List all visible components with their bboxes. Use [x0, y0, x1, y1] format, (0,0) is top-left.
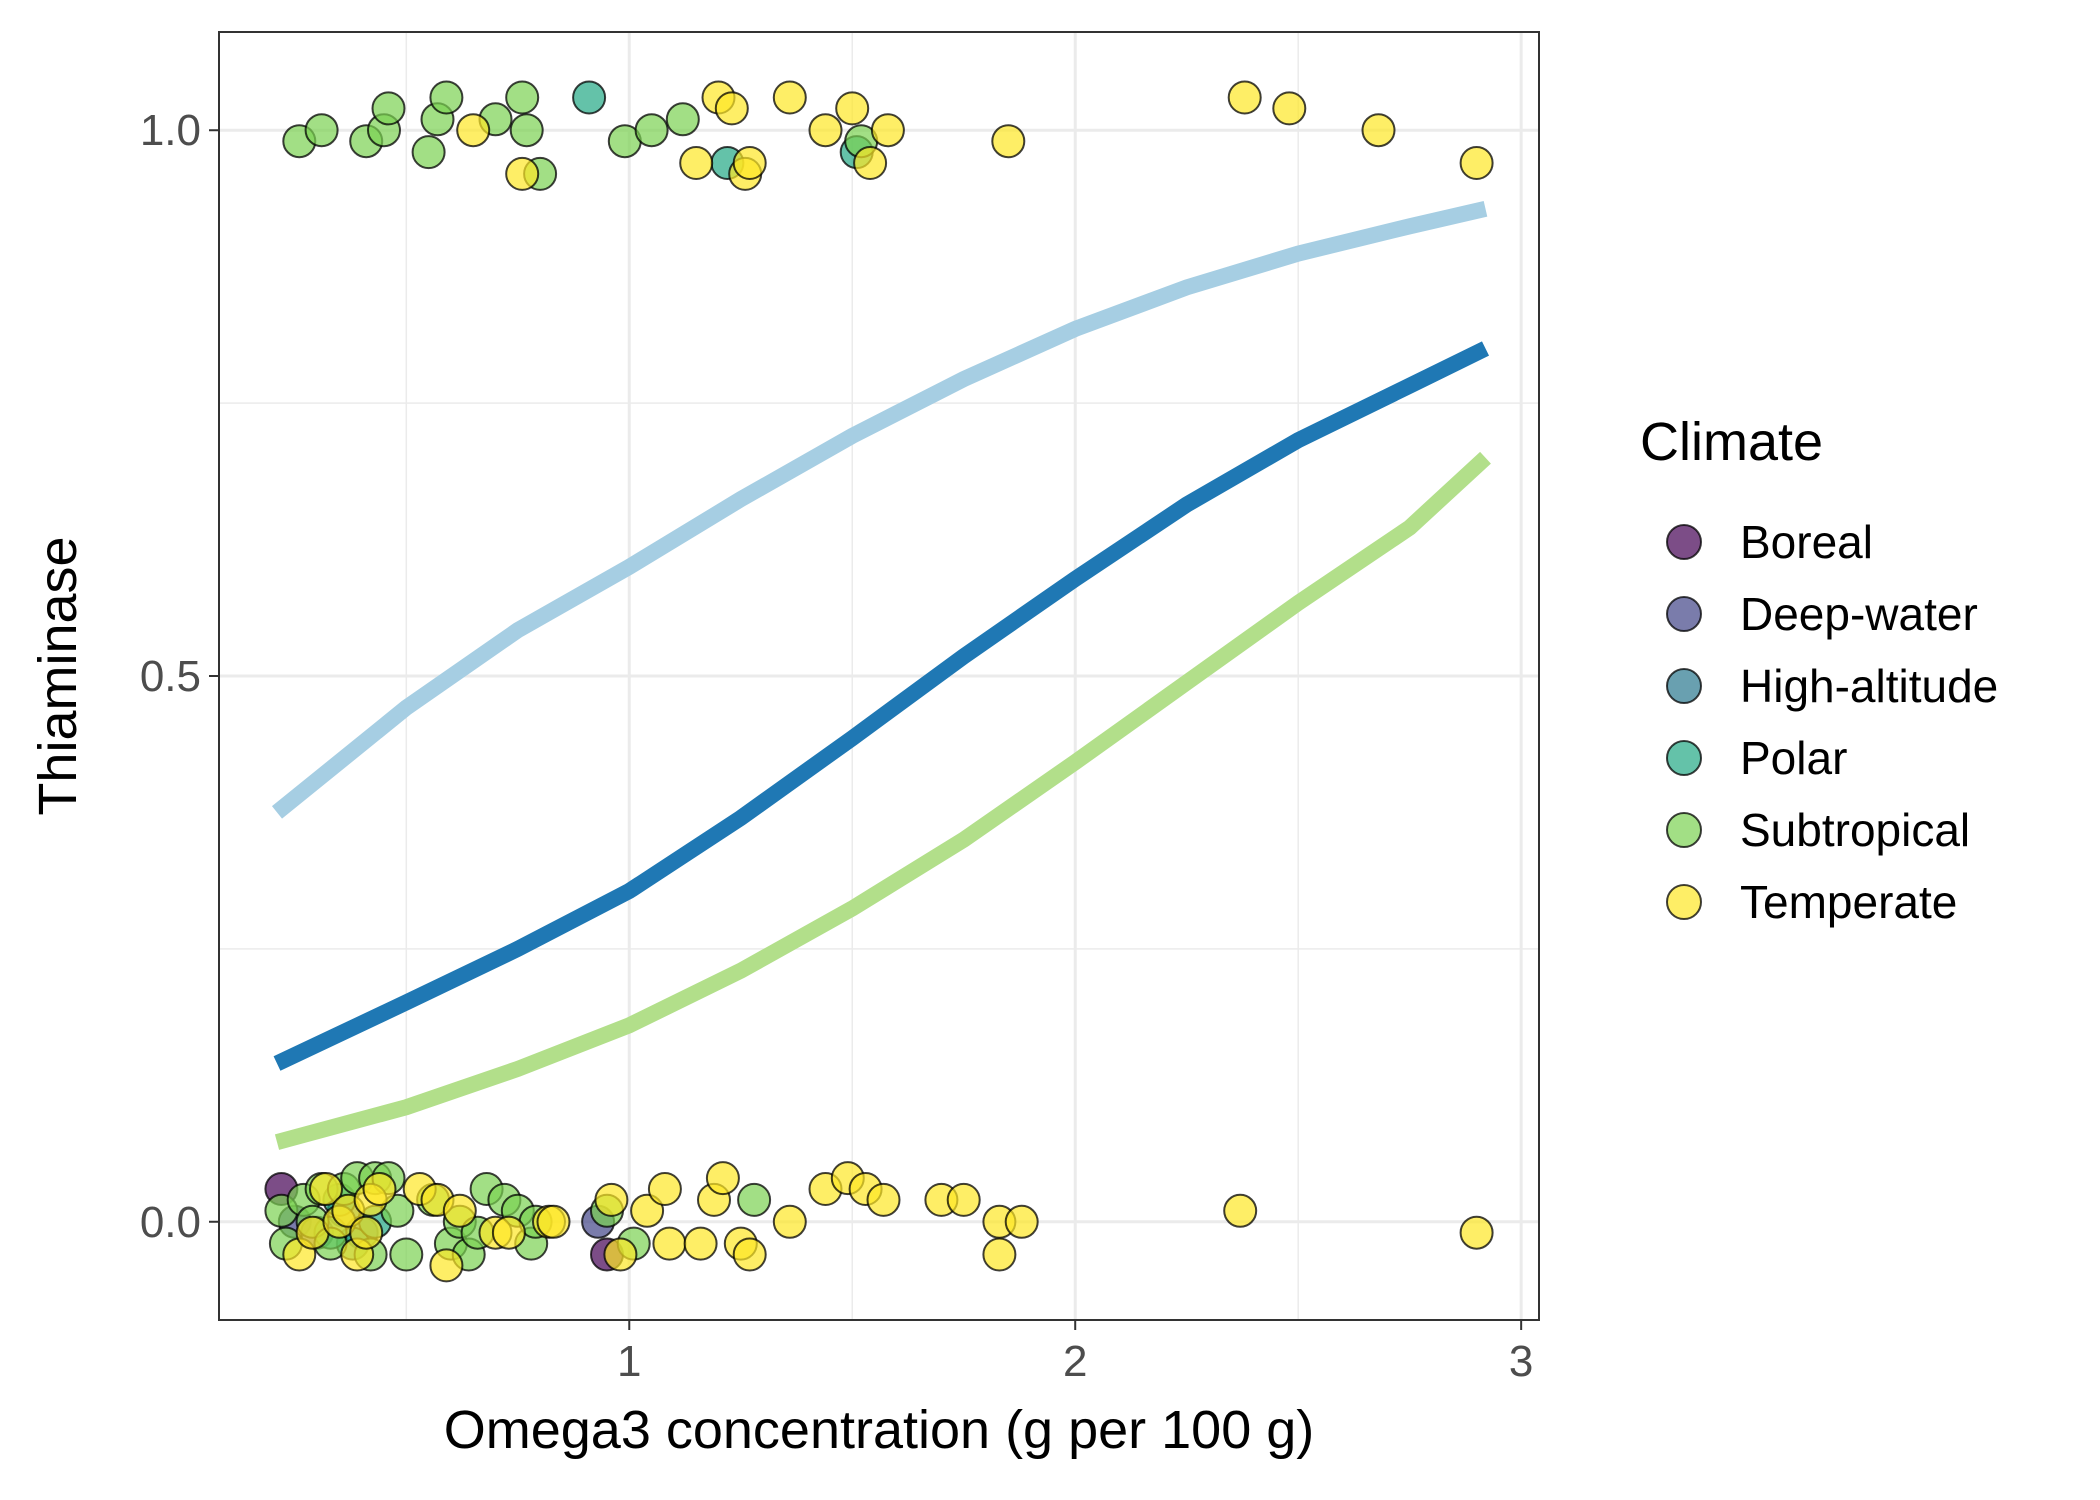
data-point: [603, 1237, 638, 1272]
data-point: [429, 1248, 464, 1283]
data-point: [1272, 91, 1307, 126]
data-point: [737, 1182, 772, 1217]
data-point: [389, 1237, 424, 1272]
data-point: [853, 146, 888, 180]
legend-key: [1666, 812, 1702, 848]
fit-curve: [273, 341, 1490, 1071]
legend-title: Climate: [1640, 412, 1823, 472]
legend-key: [1666, 740, 1702, 776]
data-point: [946, 1182, 981, 1217]
data-point: [411, 135, 446, 170]
x-axis-ticks: 1 2 3: [617, 1320, 1533, 1386]
data-point: [1227, 80, 1262, 115]
fit-curve: [274, 451, 1491, 1150]
legend-key: [1666, 668, 1702, 704]
data-point: [1459, 146, 1494, 180]
data-point: [1459, 1215, 1494, 1250]
legend-key: [1666, 524, 1702, 560]
data-point: [442, 1193, 477, 1228]
legend-label: Temperate: [1740, 876, 1957, 928]
data-point: [634, 113, 669, 148]
y-tick-label: 0.0: [140, 1198, 201, 1247]
data-point: [772, 80, 807, 115]
data-point: [705, 1161, 740, 1196]
legend: Boreal Deep-water High-altitude Polar Subtro…: [1666, 516, 1998, 928]
data-point: [456, 113, 491, 148]
data-point: [866, 1182, 901, 1217]
data-point: [304, 113, 339, 148]
y-axis-title: Thiaminase: [28, 536, 88, 815]
data-point: [536, 1204, 571, 1239]
legend-key: [1666, 884, 1702, 920]
data-point: [647, 1172, 682, 1206]
data-point: [772, 1204, 807, 1239]
data-point: [991, 124, 1026, 159]
legend-label: Deep-water: [1740, 588, 1978, 640]
data-point: [714, 91, 749, 126]
data-point: [491, 1215, 526, 1250]
data-point: [679, 146, 714, 180]
x-tick-label: 2: [1063, 1337, 1087, 1386]
data-point: [309, 1172, 343, 1206]
data-point: [505, 80, 540, 115]
data-point: [683, 1226, 718, 1261]
x-axis-title: Omega3 concentration (g per 100 g): [444, 1400, 1315, 1460]
data-point: [509, 113, 544, 148]
data-point: [572, 80, 607, 115]
data-point: [505, 156, 540, 191]
fit-curve: [271, 201, 1488, 819]
data-point: [870, 113, 905, 148]
legend-label: Polar: [1740, 732, 1847, 784]
data-points: [264, 80, 1494, 1283]
legend-label: Boreal: [1740, 516, 1873, 568]
data-point: [1361, 113, 1396, 148]
legend-label: High-altitude: [1740, 660, 1998, 712]
data-point: [362, 1172, 397, 1206]
data-point: [835, 91, 870, 126]
x-tick-label: 1: [617, 1337, 641, 1386]
data-point: [371, 91, 406, 126]
y-tick-label: 0.5: [140, 652, 201, 701]
data-point: [732, 1237, 767, 1272]
y-tick-label: 1.0: [140, 106, 201, 155]
fitted-curves: [271, 201, 1491, 1150]
data-point: [982, 1237, 1017, 1272]
data-point: [1223, 1193, 1258, 1228]
x-tick-label: 3: [1509, 1337, 1533, 1386]
legend-key: [1666, 596, 1702, 632]
data-point: [808, 113, 843, 148]
data-point: [594, 1182, 629, 1217]
data-point: [429, 80, 464, 115]
legend-label: Subtropical: [1740, 804, 1970, 856]
y-axis-ticks: 0.0 0.5 1.0: [140, 106, 219, 1247]
data-point: [665, 102, 700, 137]
data-point: [349, 1215, 384, 1250]
data-point: [732, 146, 767, 180]
data-point: [652, 1226, 687, 1261]
data-point: [1004, 1204, 1039, 1239]
